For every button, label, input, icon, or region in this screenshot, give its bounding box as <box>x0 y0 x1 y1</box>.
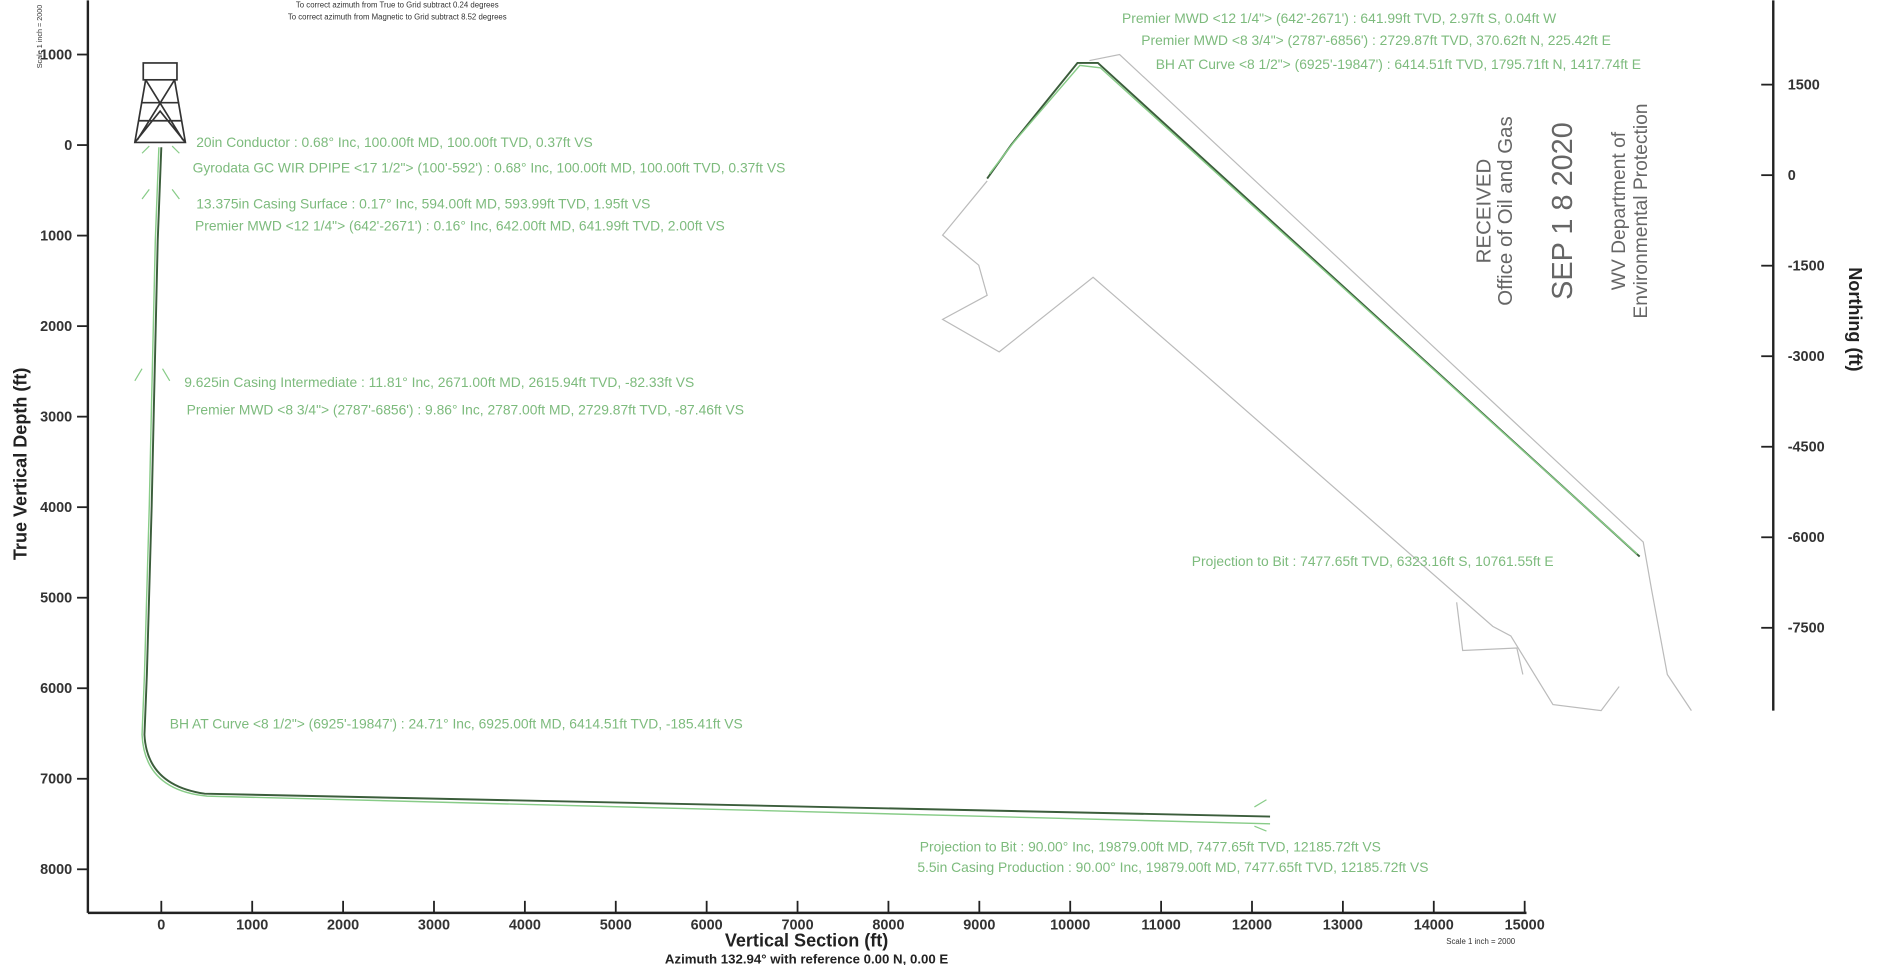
x-axis-title: Vertical Section (ft) <box>725 931 888 951</box>
wellbore-plan-green <box>988 64 1638 555</box>
lease-boundary <box>941 53 1692 712</box>
x-tick-label: 15000 <box>1505 918 1545 934</box>
x-tick-label: 13000 <box>1323 918 1363 934</box>
x-tick-label: 2000 <box>327 918 359 934</box>
annotation: BH AT Curve <8 1/2"> (6925'-19847') : 24… <box>170 716 743 732</box>
annotation: Premier MWD <12 1/4"> (642'-2671') : 0.1… <box>195 217 725 233</box>
annotation: 9.625in Casing Intermediate : 11.81° Inc… <box>184 374 694 390</box>
stamp-text: SEP 1 8 2020 <box>1547 122 1579 300</box>
y2-tick-label: -6000 <box>1788 530 1825 546</box>
scale-note: Scale 1 inch = 2000 <box>35 5 44 69</box>
y2-tick-label: -3000 <box>1788 349 1825 365</box>
annotation: 13.375in Casing Surface : 0.17° Inc, 594… <box>196 196 650 212</box>
header-note: To correct azimuth from Magnetic to Grid… <box>288 13 507 22</box>
y-tick-label: 1000 <box>40 228 72 244</box>
x-tick-label: 3000 <box>418 918 450 934</box>
x-tick-label: 4000 <box>509 918 541 934</box>
y2-tick-label: -1500 <box>1788 259 1825 275</box>
stamp-text: RECEIVED <box>1472 159 1495 264</box>
annotation: Gyrodata GC WIR DPIPE <17 1/2"> (100'-59… <box>193 160 786 176</box>
y2-tick-label: -7500 <box>1788 621 1825 637</box>
x-tick-label: 1000 <box>236 918 268 934</box>
y2-axis-title: Northing (ft) <box>1845 267 1865 371</box>
y-axis-title: True Vertical Depth (ft) <box>10 368 30 561</box>
y-tick-label: 7000 <box>40 772 72 788</box>
annotation: Premier MWD <8 3/4"> (2787'-6856') : 272… <box>1141 32 1611 48</box>
x-tick-label: 12000 <box>1232 918 1272 934</box>
y-tick-label: 5000 <box>40 591 72 607</box>
y-tick-label: 0 <box>64 138 72 154</box>
wellbore-section-plan <box>141 147 1271 825</box>
annotation: Premier MWD <12 1/4"> (642'-2671') : 641… <box>1122 10 1556 26</box>
casing-marks <box>134 145 1267 832</box>
annotation: Projection to Bit : 90.00° Inc, 19879.00… <box>920 838 1381 854</box>
rig-icon <box>133 62 187 144</box>
x-tick-label: 8000 <box>872 918 904 934</box>
y-tick-label: 8000 <box>40 862 72 878</box>
x-tick-label: 0 <box>157 918 165 934</box>
x-tick-label: 6000 <box>691 918 723 934</box>
annotation: 20in Conductor : 0.68° Inc, 100.00ft MD,… <box>196 134 593 150</box>
scale-note: Scale 1 inch = 2000 <box>1446 937 1515 946</box>
y2-tick-label: 1500 <box>1788 77 1820 93</box>
annotation: Premier MWD <8 3/4"> (2787'-6856') : 9.8… <box>187 401 744 417</box>
wellbore-plan <box>986 61 1641 558</box>
annotation: Projection to Bit : 7477.65ft TVD, 6323.… <box>1192 553 1554 569</box>
stamp-text: Environmental Protection <box>1631 103 1652 318</box>
header-note: To correct azimuth from True to Grid sub… <box>296 1 499 10</box>
x-tick-label: 10000 <box>1050 918 1090 934</box>
y-tick-label: 1000 <box>40 47 72 63</box>
stamp-text: WV Department of <box>1609 131 1630 290</box>
y-tick-label: 3000 <box>40 409 72 425</box>
y-tick-label: 4000 <box>40 500 72 516</box>
y2-tick-label: -4500 <box>1788 440 1825 456</box>
y-tick-label: 2000 <box>40 319 72 335</box>
y2-tick-label: 0 <box>1788 168 1796 184</box>
x-tick-label: 11000 <box>1141 918 1180 934</box>
section-axes <box>86 0 1527 915</box>
y-tick-label: 6000 <box>40 681 72 697</box>
x-tick-label: 14000 <box>1414 918 1454 934</box>
annotation: BH AT Curve <8 1/2"> (6925'-19847') : 64… <box>1156 56 1641 72</box>
wellbore-section <box>143 147 1271 818</box>
stamp-text: Office of Oil and Gas <box>1494 116 1517 305</box>
x-tick-label: 5000 <box>600 918 632 934</box>
x-tick-label: 9000 <box>963 918 995 934</box>
annotation: 5.5in Casing Production : 90.00° Inc, 19… <box>917 859 1428 875</box>
subtitle: Azimuth 132.94° with reference 0.00 N, 0… <box>665 951 949 965</box>
x-tick-label: 7000 <box>781 918 813 934</box>
